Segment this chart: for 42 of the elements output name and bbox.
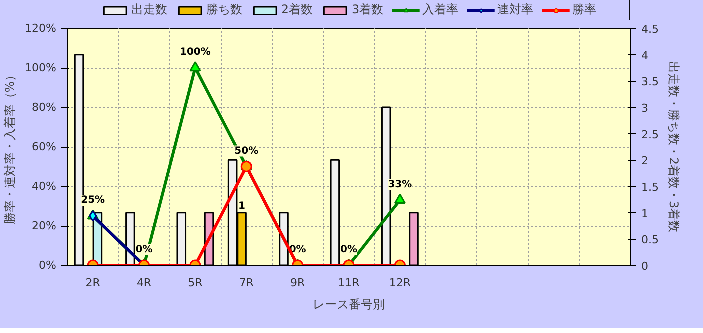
y-tick-label: 80% <box>32 101 57 114</box>
y2-tick-label: 4 <box>642 49 648 62</box>
y2-tick-label: 1 <box>642 207 648 220</box>
y2-tick-label: 2 <box>642 154 648 168</box>
x-tick-label: 5R <box>188 276 204 290</box>
x-tick-label: 12R <box>389 276 412 290</box>
y-tick-label: 100% <box>25 62 57 74</box>
x-tick-label: 9R <box>290 276 306 290</box>
legend-label: 入着率 <box>422 2 459 18</box>
data-label: 0% <box>340 244 358 256</box>
data-label: 33% <box>388 179 412 190</box>
y-tick-label: 40% <box>32 180 57 193</box>
y-tick-label: 60% <box>32 140 57 154</box>
y2-tick-label: 2.5 <box>642 128 659 142</box>
x-tick-label: 7R <box>239 276 254 290</box>
legend-label: 2着数 <box>281 2 313 18</box>
x-tick-label: 11R <box>338 276 360 290</box>
y2-tick-label: 0.5 <box>642 234 659 247</box>
x-axis-title: レース番号別 <box>313 298 385 312</box>
data-label: 100% <box>180 47 211 58</box>
y-tick-label: 120% <box>25 22 57 35</box>
legend-label: 勝率 <box>572 2 597 18</box>
legend-label: 勝ち数 <box>206 2 242 18</box>
y2-tick-label: 4.5 <box>642 23 659 36</box>
y-tick-label: 20% <box>32 220 57 232</box>
y2-tick-label: 0 <box>642 260 648 273</box>
data-label: 50% <box>234 146 259 157</box>
y2-axis-title: 出走数・勝ち数・2着数・3着数 <box>666 61 681 233</box>
legend-label: 出走数 <box>131 2 168 18</box>
y2-tick-label: 3.5 <box>642 76 659 89</box>
x-tick-label: 2R <box>86 276 101 290</box>
data-label: 1 <box>238 200 246 212</box>
point <box>394 194 406 204</box>
legend-label: 3着数 <box>352 2 384 18</box>
legend-label: 連対率 <box>498 2 534 18</box>
data-label: 0% <box>136 244 153 256</box>
y2-tick-label: 1.5 <box>642 181 659 194</box>
y-tick-label: 0% <box>39 259 56 272</box>
y2-tick-label: 3 <box>642 102 648 115</box>
data-label: 25% <box>81 195 106 206</box>
x-tick-label: 4R <box>136 276 152 290</box>
y-axis-title: 勝率・連対率・入着率（%） <box>3 69 18 225</box>
